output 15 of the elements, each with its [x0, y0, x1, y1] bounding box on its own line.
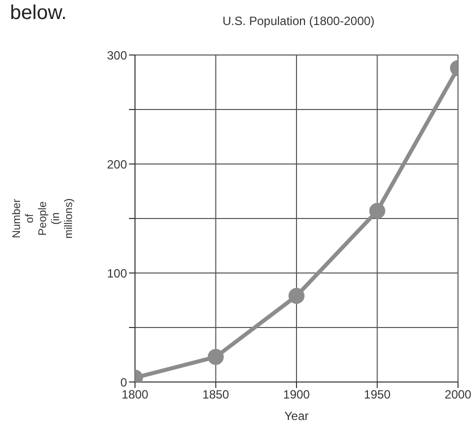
y-axis-title: Number of People (in millions) — [11, 198, 75, 239]
x-tick-label: 1850 — [202, 388, 230, 402]
point — [208, 348, 224, 365]
x-tick-label: 1800 — [122, 388, 149, 402]
y-tick-label: 300 — [106, 48, 128, 62]
x-tick-label: 1950 — [364, 388, 391, 402]
x-axis-title: Year — [284, 409, 309, 422]
text: below. — [10, 2, 67, 25]
y-tick-label: 100 — [106, 266, 128, 280]
y-tick-label: 0 — [120, 375, 128, 390]
x-tick-label: 1900 — [283, 388, 310, 402]
chart-title: U.S. Population (1800-2000) — [221, 14, 376, 28]
point — [288, 288, 304, 304]
x-tick-label: 2000 — [444, 388, 472, 402]
y-tick-label: 200 — [106, 157, 128, 172]
